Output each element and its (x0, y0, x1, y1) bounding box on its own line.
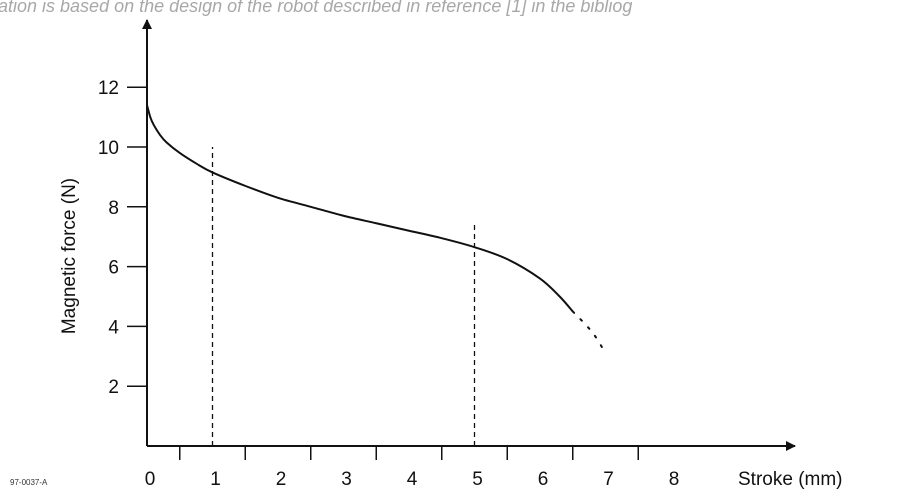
x-tick-label-7: 7 (603, 469, 614, 490)
x-axis-ticks: 0 1 2 3 4 5 6 7 8 (145, 446, 680, 490)
axes (142, 19, 796, 451)
x-tick-label-4: 4 (407, 469, 418, 490)
x-tick-label-3: 3 (341, 469, 352, 490)
force-curve-extrapolation (571, 310, 607, 355)
figure-id: 97-0037-A (10, 478, 48, 487)
y-tick-label-10: 10 (98, 138, 119, 159)
x-tick-label-2: 2 (276, 469, 287, 490)
x-tick-label-5: 5 (472, 469, 483, 490)
x-tick-label-0: 0 (145, 469, 156, 490)
x-tick-label-1: 1 (210, 469, 221, 490)
x-tick-label-8: 8 (669, 469, 680, 490)
y-axis-ticks: 2 4 6 8 10 12 (98, 78, 147, 398)
x-axis-title: Stroke (mm) (738, 469, 843, 490)
force-curve (146, 104, 574, 313)
reference-lines (211, 147, 476, 446)
y-tick-label-6: 6 (108, 258, 119, 279)
figure-caption: ation is based on the design of the robo… (0, 0, 633, 16)
y-tick-label-4: 4 (108, 317, 119, 338)
y-tick-label-8: 8 (108, 198, 119, 219)
x-tick-label-6: 6 (538, 469, 549, 490)
data-series (146, 104, 607, 355)
y-tick-label-12: 12 (98, 78, 119, 99)
y-tick-label-2: 2 (108, 377, 119, 398)
y-axis-title: Magnetic force (N) (59, 178, 80, 334)
